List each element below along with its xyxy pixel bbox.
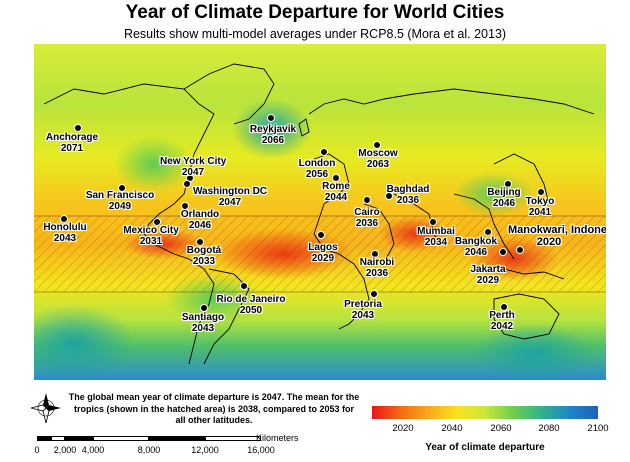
city-dot-pretoria <box>370 290 378 298</box>
scale-segment <box>65 436 93 441</box>
city-label-new-york[interactable]: New York City 2047 <box>160 156 227 178</box>
city-label-washington[interactable]: Washington DC 2047 <box>192 186 268 208</box>
summary-note: The global mean year of climate departur… <box>68 392 360 425</box>
map-surface <box>34 44 606 380</box>
city-dot-santiago <box>200 304 208 312</box>
city-dot-mexico-city <box>153 218 161 226</box>
city-label-santiago[interactable]: Santiago 2043 <box>181 312 225 334</box>
city-label-london[interactable]: London 2056 <box>298 158 336 180</box>
map-title: Year of Climate Departure for World Citi… <box>125 2 505 23</box>
scale-tick: 12,000 <box>191 445 219 455</box>
city-dot-tokyo <box>537 188 545 196</box>
city-dot-honolulu <box>60 215 68 223</box>
city-dot-mumbai <box>429 218 437 226</box>
compass-rose-icon <box>30 393 61 424</box>
city-label-bangkok[interactable]: Bangkok 2046 <box>454 236 498 258</box>
city-dot-san-francisco <box>118 184 126 192</box>
city-label-tokyo[interactable]: Tokyo 2041 <box>525 196 555 218</box>
city-label-reykjavik[interactable]: Reykjavik 2066 <box>249 124 297 146</box>
city-label-rome[interactable]: Rome 2044 <box>322 181 350 203</box>
city-label-mexico-city[interactable]: Mexico City 2031 <box>123 225 179 247</box>
city-label-mumbai[interactable]: Mumbai 2034 <box>417 226 455 248</box>
city-label-moscow[interactable]: Moscow 2063 <box>358 148 398 170</box>
scale-segment <box>51 436 65 441</box>
city-dot-bogota <box>196 238 204 246</box>
scale-segment <box>205 436 261 441</box>
city-label-baghdad[interactable]: Baghdad 2036 <box>386 184 430 206</box>
city-dot-rio <box>240 282 248 290</box>
legend-color-bar <box>372 406 598 419</box>
city-dot-beijing <box>504 180 512 188</box>
city-dot-perth <box>500 303 508 311</box>
city-dot-reykjavik <box>267 114 275 122</box>
city-dot-manokwari <box>516 246 524 254</box>
scale-segment <box>93 436 149 441</box>
legend-tick: 2060 <box>490 423 512 434</box>
city-label-bogota[interactable]: Bogotá 2033 <box>186 245 222 267</box>
city-dot-bangkok <box>484 228 492 236</box>
city-label-perth[interactable]: Perth 2042 <box>489 310 515 332</box>
scale-tick: 2,000 <box>53 445 77 455</box>
legend-tick: 2100 <box>587 423 609 434</box>
city-dot-lagos <box>317 231 325 239</box>
scale-tick: 8,000 <box>137 445 161 455</box>
city-dot-rome <box>332 174 340 182</box>
city-dot-washington <box>183 180 191 188</box>
legend-label: Year of climate departure <box>425 442 545 453</box>
city-dot-orlando <box>181 202 189 210</box>
scale-tick: 16,000 <box>247 445 275 455</box>
map-subtitle: Results show multi-model averages under … <box>123 27 507 41</box>
city-dot-nairobi <box>371 250 379 258</box>
city-dot-anchorage <box>74 124 82 132</box>
legend-tick: 2020 <box>392 423 414 434</box>
city-label-nairobi[interactable]: Nairobi 2036 <box>359 257 395 279</box>
scale-tick: 4,000 <box>81 445 105 455</box>
scale-segment <box>149 436 205 441</box>
city-dot-baghdad <box>385 192 393 200</box>
city-dot-london <box>320 148 328 156</box>
scale-tick: 0 <box>34 445 40 455</box>
city-dot-moscow <box>373 141 381 149</box>
coastlines <box>43 63 595 365</box>
city-label-anchorage[interactable]: Anchorage 2071 <box>45 132 99 154</box>
city-label-orlando[interactable]: Orlando 2046 <box>180 209 220 231</box>
city-label-lagos[interactable]: Lagos 2029 <box>308 242 338 264</box>
city-label-honolulu[interactable]: Honolulu 2043 <box>43 222 87 244</box>
city-label-cairo[interactable]: Cairo 2036 <box>354 207 380 229</box>
climate-departure-map: Anchorage 2071 Reykjavik 2066 Moscow 2063 L… <box>34 44 606 380</box>
city-label-jakarta[interactable]: Jakarta 2029 <box>470 264 506 286</box>
scale-bar: Kilometers 0 2,000 4,000 8,000 12,000 16… <box>30 433 298 461</box>
legend-tick: 2080 <box>538 423 560 434</box>
city-label-manokwari[interactable]: Manokwari, Indonesia2020 <box>508 224 606 248</box>
legend-tick: 2040 <box>441 423 463 434</box>
city-label-rio[interactable]: Rio de Janeiro 2050 <box>216 294 286 316</box>
city-dot-jakarta <box>499 248 507 256</box>
scale-segment <box>37 436 51 441</box>
city-label-san-francisco[interactable]: San Francisco 2049 <box>85 190 155 212</box>
city-label-pretoria[interactable]: Pretoria 2043 <box>344 299 382 321</box>
scale-unit: Kilometers <box>256 433 299 443</box>
city-dot-cairo <box>363 196 371 204</box>
city-label-beijing[interactable]: Beijing 2046 <box>487 187 521 209</box>
